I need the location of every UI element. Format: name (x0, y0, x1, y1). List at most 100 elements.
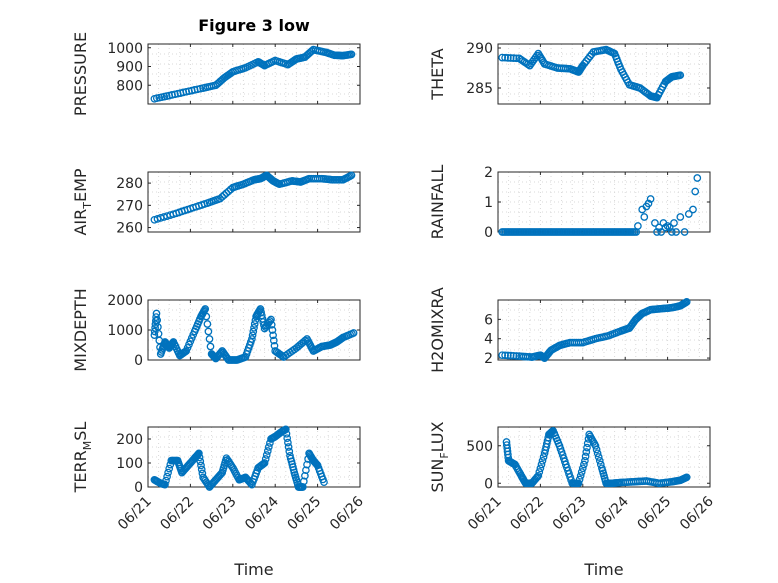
y-tick-label: 285 (466, 81, 493, 97)
y-tick-label: 0 (134, 480, 143, 496)
data-point (581, 456, 589, 465)
data-point (536, 464, 545, 473)
data-point (667, 228, 676, 236)
data-point (577, 468, 586, 476)
y-axis-label: RAINFALL (428, 165, 447, 240)
data-point (202, 312, 211, 321)
data-point (281, 425, 290, 434)
x-tick-label: 06/26 (327, 493, 367, 533)
x-tick-label: 06/23 (550, 494, 590, 534)
data-point (534, 471, 543, 480)
x-tick-label: 06/25 (635, 494, 675, 534)
grid (498, 172, 710, 232)
data-point (512, 54, 521, 63)
markers (150, 45, 356, 103)
data-point (509, 351, 518, 360)
y-tick-label: 1000 (107, 41, 143, 57)
data-point (580, 460, 588, 469)
data-point (205, 335, 214, 343)
data-point (680, 228, 689, 236)
data-point (262, 451, 271, 459)
data-point (347, 171, 356, 180)
data-point (672, 228, 680, 236)
data-point (676, 213, 685, 221)
data-point (640, 213, 649, 221)
markers (150, 305, 358, 364)
data-point (250, 323, 258, 332)
x-tick-label: 06/24 (592, 493, 632, 533)
x-tick-label: 06/21 (465, 494, 505, 534)
data-point (506, 351, 515, 360)
axes-frame (497, 299, 711, 361)
data-point (591, 441, 600, 450)
axes-frame (147, 43, 361, 105)
data-point (163, 472, 171, 481)
h2omixra-plot: 2 4 6 H2OMIXRA (428, 287, 711, 373)
markers (498, 298, 691, 362)
y-tick-label: 2000 (107, 293, 143, 309)
data-point (689, 205, 697, 214)
axes-frame (497, 43, 711, 105)
data-point (204, 327, 213, 336)
data-point (248, 331, 257, 340)
terr-msl-plot: 0 100 200 06/21 06/22 06/23 06/24 06/25 06/26 Tim… (71, 422, 367, 579)
data-point (583, 443, 591, 452)
y-axis-label: TERRMSL (71, 422, 94, 494)
axes-frame (497, 426, 711, 488)
data-point (282, 429, 291, 438)
data-point (285, 447, 294, 456)
data-point (581, 452, 590, 461)
y-tick-label: 260 (116, 221, 143, 237)
data-point (347, 50, 356, 59)
data-point (535, 468, 544, 476)
data-point (575, 475, 584, 484)
y-tick-label: 800 (116, 78, 143, 94)
data-point (504, 351, 512, 360)
data-point (670, 219, 678, 227)
axes-frame (147, 171, 361, 233)
y-axis-label: AIRTEMP (71, 168, 94, 235)
data-point (501, 53, 509, 62)
data-point (539, 453, 548, 461)
theta-plot: 285 290 THETA (428, 41, 711, 105)
data-point (195, 449, 203, 458)
y-axis-label: SUNFLUX (428, 421, 451, 492)
markers (502, 426, 691, 488)
x-tick-label: 06/24 (242, 493, 282, 533)
data-point (592, 445, 601, 454)
data-point (682, 298, 691, 306)
data-point (593, 449, 602, 458)
sun-flux-plot: 0 500 06/21 06/22 06/23 06/24 06/25 06/26 Time SU… (428, 421, 717, 579)
data-point (301, 471, 309, 480)
markers (498, 45, 685, 102)
data-point (284, 443, 293, 451)
y-tick-label: 0 (484, 225, 493, 241)
data-point (506, 54, 515, 62)
y-axis-label: THETA (428, 48, 447, 100)
data-point (691, 187, 700, 196)
y-axis-label: MIXDEPTH (71, 288, 90, 371)
data-point (162, 476, 170, 485)
data-point (264, 443, 273, 451)
data-point (509, 54, 518, 62)
data-point (498, 53, 507, 62)
data-point (501, 351, 509, 360)
data-point (249, 327, 258, 336)
data-point (269, 331, 277, 340)
markers (150, 425, 328, 491)
data-point (267, 320, 276, 329)
data-point (266, 317, 274, 325)
y-axis-label: H2OMIXRA (428, 287, 447, 373)
data-point (578, 464, 587, 473)
data-point (576, 471, 585, 480)
figure-title: Figure 3 low (198, 16, 310, 35)
data-point (201, 305, 210, 313)
data-point (197, 465, 206, 474)
y-tick-label: 2 (484, 351, 493, 367)
data-point (634, 222, 642, 230)
data-point (320, 478, 328, 487)
x-axis-label: Time (583, 560, 623, 579)
data-point (308, 47, 316, 55)
x-tick-label: 06/26 (677, 493, 717, 533)
